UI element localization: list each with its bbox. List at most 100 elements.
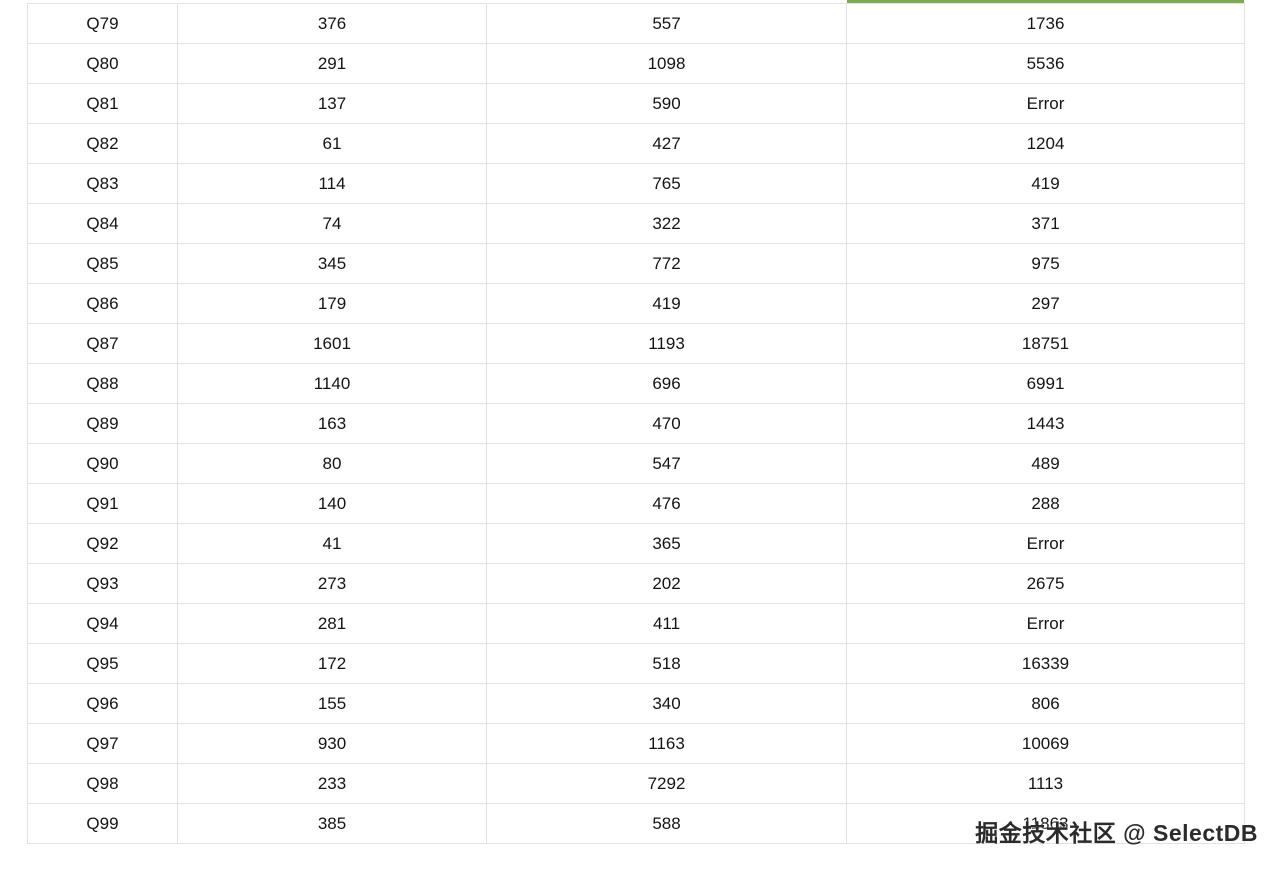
value-cell: 476 — [486, 483, 847, 524]
value-cell: 806 — [846, 683, 1245, 724]
value-cell: 137 — [177, 83, 487, 124]
value-cell: 547 — [486, 443, 847, 484]
value-cell: 975 — [846, 243, 1245, 284]
table-row: Q82 61 427 1204 — [27, 123, 1245, 164]
value-cell: 61 — [177, 123, 487, 164]
query-label: Q90 — [27, 443, 178, 484]
value-cell: 419 — [846, 163, 1245, 204]
value-cell: 696 — [486, 363, 847, 404]
query-label: Q97 — [27, 723, 178, 764]
table-row: Q84 74 322 371 — [27, 203, 1245, 244]
table-row: Q79 376 557 1736 — [27, 3, 1245, 44]
error-cell: Error — [846, 523, 1245, 564]
error-cell: Error — [846, 83, 1245, 124]
value-cell: 179 — [177, 283, 487, 324]
value-cell: 288 — [846, 483, 1245, 524]
value-cell: 18751 — [846, 323, 1245, 364]
table-row: Q96 155 340 806 — [27, 683, 1245, 724]
value-cell: 322 — [486, 203, 847, 244]
table-row: Q88 1140 696 6991 — [27, 363, 1245, 404]
value-cell: 345 — [177, 243, 487, 284]
value-cell: 281 — [177, 603, 487, 644]
value-cell: 489 — [846, 443, 1245, 484]
query-label: Q96 — [27, 683, 178, 724]
value-cell: 80 — [177, 443, 487, 484]
table-row: Q85 345 772 975 — [27, 243, 1245, 284]
value-cell: 365 — [486, 523, 847, 564]
value-cell: 1204 — [846, 123, 1245, 164]
table-row: Q86 179 419 297 — [27, 283, 1245, 324]
value-cell: 470 — [486, 403, 847, 444]
table-row: Q95 172 518 16339 — [27, 643, 1245, 684]
table-row: Q97 930 1163 10069 — [27, 723, 1245, 764]
table-row: Q93 273 202 2675 — [27, 563, 1245, 604]
table-row: Q94 281 411 Error — [27, 603, 1245, 644]
query-label: Q94 — [27, 603, 178, 644]
query-label: Q88 — [27, 363, 178, 404]
value-cell: 2675 — [846, 563, 1245, 604]
table-row: Q90 80 547 489 — [27, 443, 1245, 484]
value-cell: 376 — [177, 3, 487, 44]
value-cell: 7292 — [486, 763, 847, 804]
table-row: Q98 233 7292 1113 — [27, 763, 1245, 804]
value-cell: 411 — [486, 603, 847, 644]
query-label: Q86 — [27, 283, 178, 324]
table-row: Q81 137 590 Error — [27, 83, 1245, 124]
value-cell: 41 — [177, 523, 487, 564]
query-label: Q92 — [27, 523, 178, 564]
value-cell: 233 — [177, 763, 487, 804]
table-row: Q87 1601 1193 18751 — [27, 323, 1245, 364]
query-label: Q85 — [27, 243, 178, 284]
query-label: Q79 — [27, 3, 178, 44]
query-label: Q99 — [27, 803, 178, 844]
value-cell: 1443 — [846, 403, 1245, 444]
value-cell: 1736 — [846, 3, 1245, 44]
value-cell: 291 — [177, 43, 487, 84]
table-row: Q91 140 476 288 — [27, 483, 1245, 524]
table-row: Q83 114 765 419 — [27, 163, 1245, 204]
value-cell: 10069 — [846, 723, 1245, 764]
benchmark-results-table: Q79 376 557 1736 Q80 291 1098 5536 Q81 137 590 Erro… — [27, 3, 1245, 844]
cutoff-green-cell-strip — [847, 0, 1244, 3]
value-cell: 340 — [486, 683, 847, 724]
value-cell: 74 — [177, 203, 487, 244]
value-cell: 5536 — [846, 43, 1245, 84]
query-label: Q80 — [27, 43, 178, 84]
value-cell: 1113 — [846, 763, 1245, 804]
value-cell: 16339 — [846, 643, 1245, 684]
value-cell: 140 — [177, 483, 487, 524]
value-cell: 427 — [486, 123, 847, 164]
value-cell: 588 — [486, 803, 847, 844]
value-cell: 273 — [177, 563, 487, 604]
value-cell: 172 — [177, 643, 487, 684]
query-label: Q84 — [27, 203, 178, 244]
query-label: Q91 — [27, 483, 178, 524]
value-cell: 371 — [846, 203, 1245, 244]
value-cell: 6991 — [846, 363, 1245, 404]
query-label: Q87 — [27, 323, 178, 364]
query-label: Q83 — [27, 163, 178, 204]
value-cell: 930 — [177, 723, 487, 764]
table-row: Q80 291 1098 5536 — [27, 43, 1245, 84]
query-label: Q95 — [27, 643, 178, 684]
value-cell: 297 — [846, 283, 1245, 324]
value-cell: 114 — [177, 163, 487, 204]
query-label: Q82 — [27, 123, 178, 164]
value-cell: 518 — [486, 643, 847, 684]
value-cell: 163 — [177, 403, 487, 444]
table-body: Q79 376 557 1736 Q80 291 1098 5536 Q81 137 590 Erro… — [27, 3, 1245, 844]
value-cell: 1140 — [177, 363, 487, 404]
value-cell: 765 — [486, 163, 847, 204]
value-cell: 202 — [486, 563, 847, 604]
value-cell: 1163 — [486, 723, 847, 764]
value-cell: 1193 — [486, 323, 847, 364]
query-label: Q89 — [27, 403, 178, 444]
value-cell: 385 — [177, 803, 487, 844]
query-label: Q81 — [27, 83, 178, 124]
query-label: Q93 — [27, 563, 178, 604]
value-cell: 557 — [486, 3, 847, 44]
value-cell: 419 — [486, 283, 847, 324]
value-cell: 1601 — [177, 323, 487, 364]
value-cell: 772 — [486, 243, 847, 284]
